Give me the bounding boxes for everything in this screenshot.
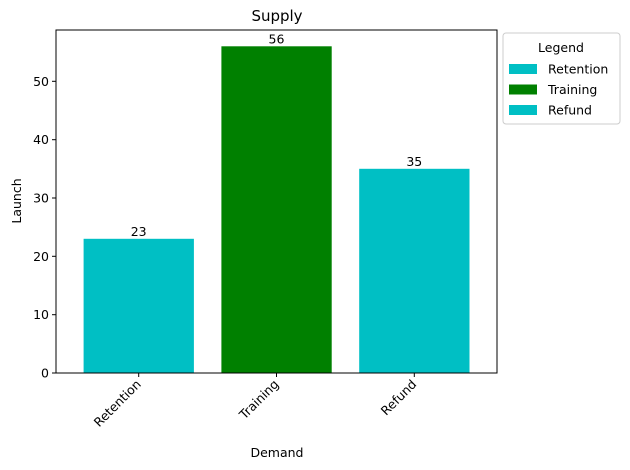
y-tick-label: 30 [33, 191, 49, 206]
chart-title: Supply [251, 7, 302, 25]
bar-retention [83, 238, 194, 373]
y-tick-label: 10 [33, 307, 49, 322]
legend-title: Legend [538, 40, 584, 55]
legend-frame [502, 32, 621, 125]
legend: Legend Retention Training Refund [502, 32, 621, 125]
y-tick-label: 20 [33, 249, 49, 264]
y-axis-label: Launch [9, 178, 24, 223]
x-tick-label: Refund [378, 377, 420, 419]
data-labels-group: 23 56 35 [131, 31, 423, 239]
x-axis-label: Demand [250, 445, 303, 460]
data-label: 35 [406, 154, 422, 169]
y-tick-label: 0 [41, 366, 49, 381]
bar-training [221, 46, 332, 374]
legend-swatch [509, 105, 537, 115]
data-label: 23 [131, 224, 147, 239]
x-tick-label: Retention [91, 377, 144, 430]
bars-group [83, 46, 470, 374]
y-tick-label: 50 [33, 74, 49, 89]
y-tick-label: 40 [33, 132, 49, 147]
x-axis: Retention Training Refund [91, 373, 420, 430]
legend-swatch [509, 64, 537, 74]
legend-entries: Retention Training Refund [509, 62, 608, 118]
y-axis: 0 10 20 30 40 50 [33, 74, 56, 381]
legend-entry-label: Refund [548, 103, 592, 118]
bar-refund [359, 168, 470, 373]
legend-entry-label: Retention [548, 62, 608, 77]
legend-entry-label: Training [547, 82, 597, 97]
data-label: 56 [269, 31, 285, 46]
x-tick-label: Training [235, 377, 281, 423]
legend-swatch [509, 84, 537, 95]
